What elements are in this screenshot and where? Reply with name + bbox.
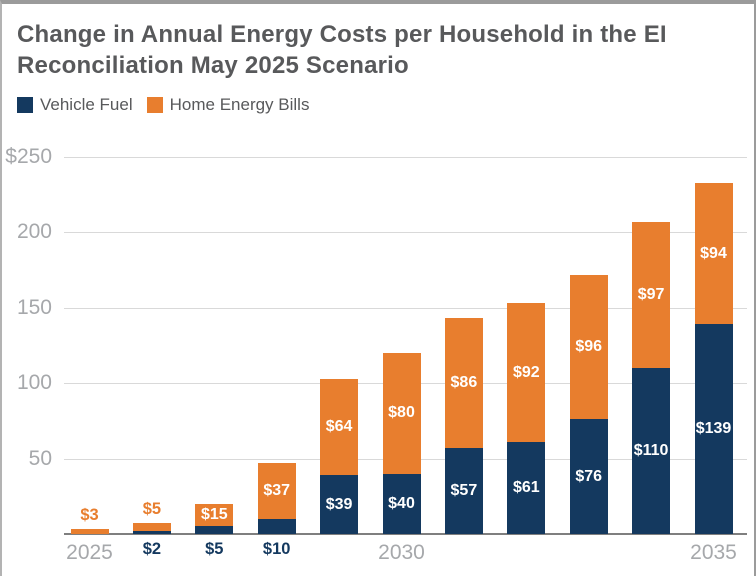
x-axis-tick-label: 2030: [378, 541, 425, 564]
gridline: [64, 157, 747, 158]
segment-vehicle-fuel: $57: [444, 448, 483, 534]
value-label-vehicle-fuel: $2: [142, 540, 162, 558]
segment-home-energy-bills: $86: [444, 318, 483, 449]
y-axis-tick-label: 200: [16, 220, 52, 244]
segment-home-energy-bills: $97: [632, 221, 671, 369]
segment-vehicle-fuel: $39: [320, 475, 359, 534]
segment-home-energy-bills: $96: [569, 274, 608, 420]
value-label-vehicle-fuel: $40: [388, 494, 415, 512]
segment-home-energy-bills: $80: [382, 353, 421, 474]
segment-vehicle-fuel: $40: [382, 473, 421, 534]
bar-group-2025: $3: [70, 506, 109, 534]
bar-group-2034: $110 $97: [632, 221, 671, 534]
segment-vehicle-fuel: [257, 518, 296, 534]
value-label-vehicle-fuel: $61: [512, 479, 540, 496]
segment-vehicle-fuel: $110: [632, 368, 671, 534]
bar-group-2028: $10 $37: [257, 463, 296, 558]
segment-vehicle-fuel: $76: [569, 419, 608, 534]
value-label-home-energy-bills: $5: [142, 500, 162, 519]
value-label-home-energy-bills: $37: [263, 482, 291, 500]
home-energy-bills-swatch-icon: [146, 97, 163, 113]
value-label-vehicle-fuel: $10: [262, 540, 291, 558]
y-axis-tick-label: 100: [16, 371, 52, 395]
segment-home-energy-bills: $64: [320, 378, 359, 476]
bar-group-2033: $76 $96: [569, 274, 608, 534]
segment-home-energy-bills: $94: [694, 182, 733, 325]
bar-group-2026: $2 $5: [132, 500, 171, 558]
value-label-home-energy-bills: $80: [388, 404, 415, 422]
bar-group-2035: $139 $94: [694, 182, 733, 534]
legend-label-vehicle-fuel: Vehicle Fuel: [40, 95, 133, 114]
legend-item-vehicle-fuel: Vehicle Fuel: [17, 95, 133, 115]
y-axis-tick-label: 150: [16, 295, 52, 319]
chart-title: Change in Annual Energy Costs per Househ…: [17, 21, 667, 80]
segment-home-energy-bills: [132, 523, 171, 531]
x-axis-tick-label: 2025: [66, 541, 113, 564]
segment-vehicle-fuel: [195, 526, 234, 534]
legend-item-home-energy-bills: Home Energy Bills: [146, 95, 310, 115]
value-label-home-energy-bills: $3: [80, 506, 99, 525]
value-label-vehicle-fuel: $76: [575, 467, 603, 485]
plot-area: 50 100 150 200 $250 $3 $2 $5 $5 $15 $10 $37 $39 $64 $4…: [5, 145, 747, 564]
gridline: [64, 232, 747, 234]
value-label-home-energy-bills: $64: [325, 417, 353, 435]
bar-group-2032: $61 $92: [507, 303, 546, 534]
segment-vehicle-fuel: [132, 530, 171, 534]
segment-home-energy-bills: $15: [195, 503, 234, 527]
legend-label-home-energy-bills: Home Energy Bills: [169, 95, 310, 114]
value-label-home-energy-bills: $97: [637, 285, 665, 303]
y-axis-tick-label: $250: [5, 145, 52, 168]
value-label-home-energy-bills: $15: [200, 506, 228, 524]
segment-home-energy-bills: $92: [507, 303, 546, 443]
value-label-home-energy-bills: $94: [700, 244, 727, 262]
value-label-vehicle-fuel: $39: [325, 495, 353, 513]
segment-vehicle-fuel: $139: [694, 324, 733, 534]
value-label-vehicle-fuel: $57: [450, 482, 478, 500]
segment-home-energy-bills: $37: [257, 463, 296, 519]
segment-vehicle-fuel: $61: [507, 442, 546, 534]
legend: Vehicle Fuel Home Energy Bills: [17, 95, 309, 115]
value-label-home-energy-bills: $92: [512, 363, 540, 381]
bar-group-2029: $39 $64: [320, 378, 359, 534]
value-label-vehicle-fuel: $110: [633, 442, 669, 460]
segment-home-energy-bills: [70, 529, 109, 534]
x-axis-line: [64, 533, 747, 535]
bar-group-2027: $5 $15: [195, 503, 234, 558]
vehicle-fuel-swatch-icon: [17, 97, 33, 113]
value-label-vehicle-fuel: $5: [205, 540, 224, 558]
value-label-home-energy-bills: $86: [450, 374, 478, 392]
x-axis-tick-label: 2035: [690, 541, 737, 564]
value-label-vehicle-fuel: $139: [695, 420, 732, 438]
value-label-home-energy-bills: $96: [575, 338, 603, 356]
y-axis-tick-label: 50: [28, 446, 52, 470]
bar-group-2030: $40 $80: [382, 353, 421, 534]
bar-group-2031: $57 $86: [444, 318, 483, 534]
gridline: [64, 307, 747, 309]
